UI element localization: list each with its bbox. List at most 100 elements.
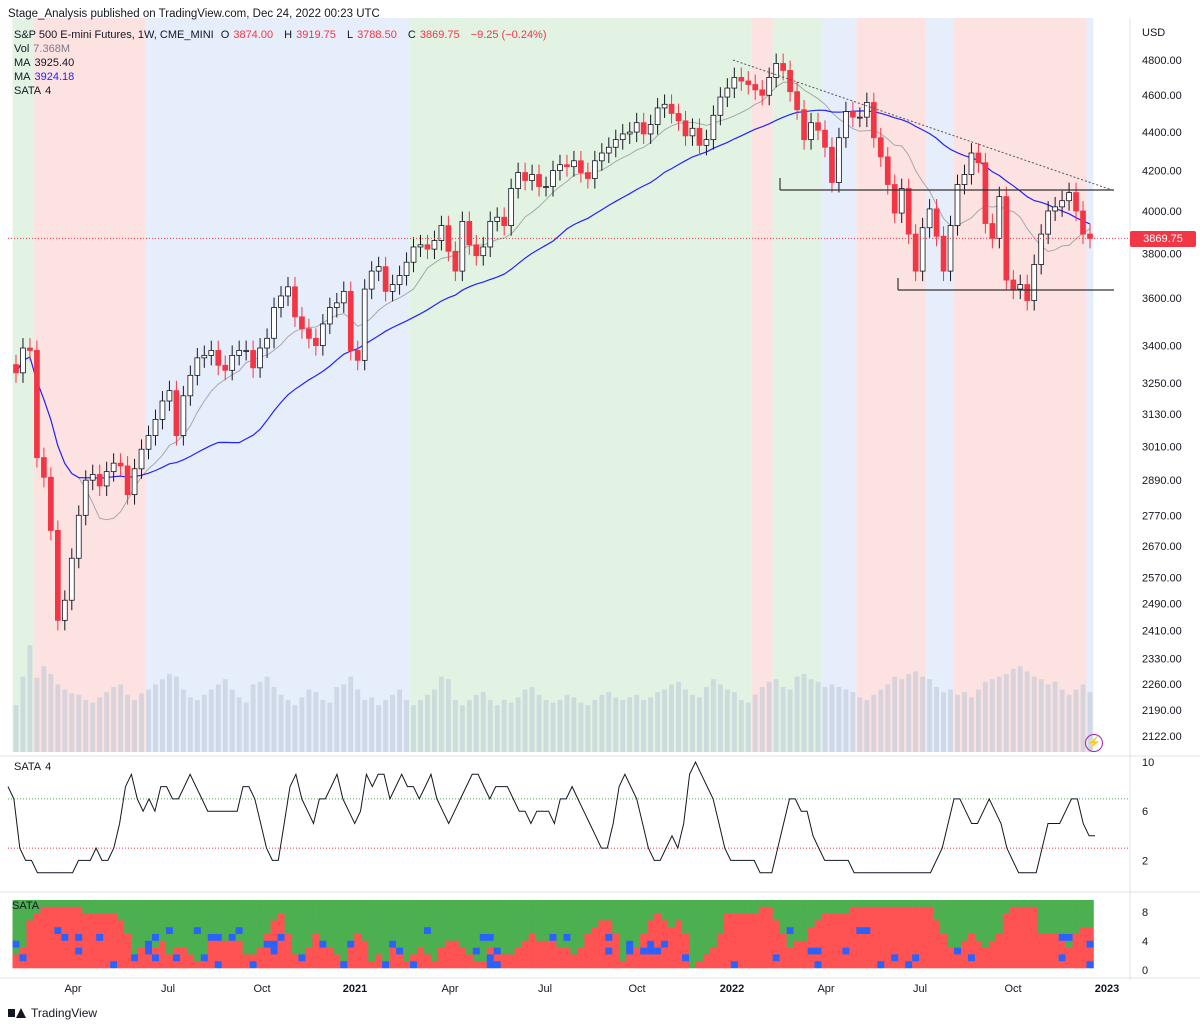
sata-heat-cell	[884, 934, 892, 942]
volume-bar	[913, 671, 919, 752]
candle-body	[1031, 264, 1038, 301]
sata-heat-cell	[235, 940, 243, 948]
sata-heat-cell	[277, 900, 285, 908]
time-tick-label: 2021	[343, 983, 367, 995]
sata-heat-cell	[326, 920, 334, 928]
tradingview-logo[interactable]: TradingView	[8, 1006, 97, 1020]
sata-heat-cell	[661, 961, 669, 969]
sata-heat-cell	[382, 906, 390, 914]
candle-body	[870, 102, 877, 139]
sata-heat-cell	[221, 900, 230, 908]
sata-heat-cell	[305, 906, 313, 914]
sata-heat-cell	[242, 927, 250, 935]
sata-heat-cell	[312, 947, 320, 955]
sata-heat-cell	[591, 961, 599, 969]
sata-heat-cell	[1044, 900, 1052, 908]
sata-heat-cell	[165, 954, 174, 962]
symbol-name[interactable]: S&P 500 E-mini Futures, 1W, CME_MINI	[14, 29, 214, 41]
sata-heat-cell	[612, 900, 620, 908]
sata-heat-cell	[500, 934, 508, 942]
sata-heat-cell	[905, 954, 913, 962]
sata-heat-cell	[284, 913, 292, 921]
sata-heat-cell	[1086, 900, 1094, 908]
ma-long-line	[15, 109, 1091, 479]
sata-heat-cell	[277, 954, 285, 962]
sata-heat-cell	[744, 913, 753, 921]
candle-body	[187, 374, 194, 397]
candle-body	[745, 80, 752, 85]
sata-heat-cell	[472, 906, 481, 914]
sata-heat-cell	[103, 920, 111, 928]
sata-heat-cell	[647, 954, 655, 962]
sata-heat-cell	[786, 906, 794, 914]
sata-heat-cell	[884, 947, 892, 955]
sata-heat-cell	[1079, 934, 1087, 942]
price-axis: USD4800.004600.004400.004200.004000.0038…	[1129, 18, 1182, 980]
sata-heat-cell	[89, 934, 97, 942]
sata-heat-cell	[165, 900, 174, 908]
sata-heat-cell	[835, 934, 843, 942]
sata-heat-cell	[75, 934, 83, 942]
sata-heat-cell	[688, 954, 697, 962]
sata-heat-cell	[423, 906, 432, 914]
sata-heat-cell	[1037, 961, 1045, 969]
lightning-icon[interactable]: ⚡	[1085, 734, 1103, 752]
sata-heat-cell	[430, 927, 439, 935]
ma-long-legend[interactable]: MA 3924.18	[14, 71, 78, 83]
sata-heat-cell	[751, 913, 760, 921]
sata-heat-cell	[947, 927, 955, 935]
ma-short-legend[interactable]: MA 3925.40	[14, 57, 78, 69]
sata-heat-cell	[633, 940, 641, 948]
sata-heat-cell	[179, 954, 188, 962]
sata-heat-cell	[249, 940, 257, 948]
sata-heat-cell	[214, 927, 223, 935]
sata-heat-cell	[430, 906, 439, 914]
sata-heat-cell	[933, 900, 941, 908]
sata-heat-cell	[870, 954, 878, 962]
candle-body	[215, 350, 222, 366]
sata-heat-cell	[40, 920, 48, 928]
sata-heat-cell	[556, 900, 564, 908]
sata-pane-legend[interactable]: SATA 4	[14, 761, 55, 773]
sata-heat-cell	[1009, 900, 1018, 908]
candle-body	[452, 250, 459, 272]
sata-heatmap-legend[interactable]: SATA	[12, 900, 43, 912]
sata-heat-cell	[933, 934, 941, 942]
volume-bar	[1003, 674, 1009, 752]
sata-heat-cell	[654, 920, 662, 928]
candle-body	[340, 290, 347, 304]
sata-heat-cell	[891, 934, 899, 942]
sata-heat-cell	[1044, 934, 1052, 942]
sata-heat-cell	[779, 927, 787, 935]
sata-heat-cell	[172, 934, 181, 942]
sata-heat-cell	[1030, 940, 1038, 948]
sata-heat-cell	[877, 947, 885, 955]
candle-body	[61, 599, 68, 621]
sata-overlay-legend[interactable]: SATA 4	[14, 85, 55, 97]
sata-heat-cell	[919, 913, 927, 921]
sata-heat-cell	[1058, 920, 1066, 928]
sata-heat-cell	[988, 913, 997, 921]
sata-heat-cell	[89, 927, 97, 935]
time-tick-label: Jul	[161, 983, 175, 995]
sata-heat-cell	[242, 920, 250, 928]
sata-heat-cell	[263, 913, 271, 921]
candlesticks	[13, 53, 1093, 631]
volume-bar	[578, 702, 584, 752]
volume-bar	[132, 700, 137, 752]
sata-heat-cell	[591, 900, 599, 908]
sata-heat-cell	[270, 961, 278, 969]
sata-heat-cell	[479, 913, 488, 921]
sata-heat-cell	[270, 940, 278, 948]
volume-bar	[243, 702, 249, 752]
sata-heat-cell	[186, 947, 195, 955]
sata-heat-cell	[138, 906, 146, 914]
sata-heat-cell	[535, 927, 543, 935]
sata-heat-cell	[396, 961, 404, 969]
sata-heat-cell	[640, 934, 648, 942]
trendlines	[8, 59, 1130, 291]
sata-heat-cell	[933, 947, 941, 955]
volume-legend[interactable]: Vol 7.368M	[14, 43, 74, 55]
sata-heat-cell	[151, 900, 160, 908]
sata-heat-cell	[619, 906, 627, 914]
